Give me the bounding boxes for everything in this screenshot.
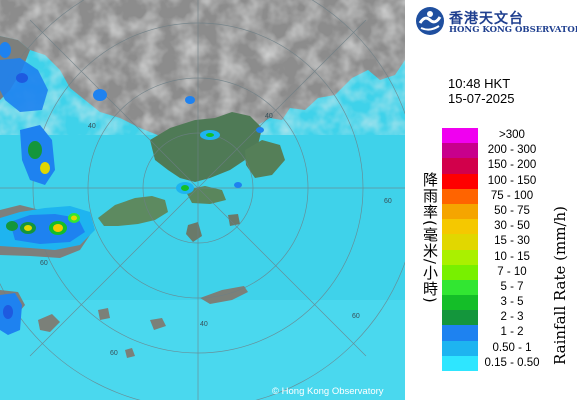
legend-label: 200 - 300	[487, 144, 537, 157]
legend-label: 15 - 30	[494, 235, 530, 248]
wanshan-island-2	[150, 318, 166, 330]
legend-title-english: Rainfall Rate (mm/h)	[551, 206, 569, 365]
legend-label: 30 - 50	[494, 220, 530, 233]
cloud-cover	[0, 0, 405, 135]
legend-swatch	[442, 340, 478, 356]
legend-swatch	[442, 234, 478, 250]
ring-label: 60	[384, 198, 392, 205]
legend-label: 0.50 - 1	[492, 341, 532, 354]
time-value: 10:48 HKT	[448, 76, 511, 91]
sai-kung	[245, 140, 285, 178]
legend-swatch	[442, 158, 478, 174]
rain-cell	[6, 221, 18, 231]
legend-label: 3 - 5	[500, 296, 524, 309]
ring-label: 60	[110, 350, 118, 357]
rain-cell-core	[24, 225, 32, 231]
legend-swatch	[442, 143, 478, 159]
ring-label-group: 40 40 60 60 60 60 40	[40, 113, 392, 357]
legend-swatch	[442, 173, 478, 189]
timestamp: 10:48 HKT 15-07-2025	[448, 76, 515, 106]
legend-label: 10 - 15	[494, 250, 530, 263]
legend-label: 50 - 75	[494, 204, 530, 217]
radar-range-rings	[0, 0, 405, 400]
legend-label: 1 - 2	[500, 326, 524, 339]
legend-label: 150 - 200	[487, 159, 537, 172]
rain-echo-west-band-core	[10, 214, 85, 244]
legend-label: 75 - 100	[490, 189, 534, 202]
legend-label: >300	[499, 129, 525, 141]
ring-label: 40	[200, 321, 208, 328]
legend-label: 0.15 - 0.50	[484, 356, 540, 369]
rain-echoes	[0, 42, 264, 335]
rain-cell-core	[40, 162, 50, 174]
legend-title-english-svg: Rainfall Rate (mm/h)	[551, 206, 569, 365]
legend-swatch	[442, 355, 478, 371]
hko-emblem-icon	[416, 7, 444, 35]
logo-english-name: HONG KONG OBSERVATORY	[449, 25, 577, 35]
rain-cell	[28, 141, 42, 159]
legend-swatch	[442, 203, 478, 220]
radar-map-svg: 40 40 60 60 60 60 40	[0, 0, 405, 400]
legend-label: 7 - 10	[497, 265, 527, 278]
legend-label: 100 - 150	[487, 174, 537, 187]
rain-echo-top-left	[0, 42, 11, 58]
legend-swatch	[442, 310, 478, 326]
rain-echo-north-small	[93, 89, 107, 101]
rain-echo-east-small	[256, 127, 264, 133]
legend-swatch	[442, 188, 478, 204]
hko-logo[interactable]: 香港天文台 HONG KONG OBSERVATORY	[415, 6, 577, 38]
wanshan-island-5	[125, 348, 135, 358]
ring-label: 40	[88, 123, 96, 130]
legend-swatch	[442, 249, 478, 265]
rain-echo-north-small	[185, 96, 195, 104]
logo-chinese-name: 香港天文台	[449, 11, 524, 27]
rain-cell-core	[181, 185, 189, 191]
copyright: © Hong Kong Observatory	[272, 386, 384, 397]
wanshan-island-4	[98, 308, 110, 320]
legend-swatch	[442, 264, 478, 280]
rain-cell-core	[71, 215, 77, 221]
ring-label: 60	[40, 260, 48, 267]
rain-cell	[16, 73, 28, 83]
rain-cell-core	[206, 133, 214, 137]
legend-label: 5 - 7	[500, 280, 524, 293]
lantau-island	[98, 196, 168, 226]
legend-label: 2 - 3	[500, 311, 524, 324]
legend-title-chinese: 降雨率(毫米/小時)	[421, 172, 439, 304]
date-value: 15-07-2025	[448, 91, 515, 106]
rain-cell	[3, 305, 13, 319]
radar-map: 40 40 60 60 60 60 40	[0, 0, 405, 400]
legend-swatch	[442, 325, 478, 341]
ring-label: 40	[265, 113, 273, 120]
rain-echo-north	[0, 58, 48, 112]
sea-south	[0, 300, 405, 400]
info-panel: 香港天文台 HONG KONG OBSERVATORY 10:48 HKT 15…	[405, 0, 577, 400]
legend-swatch	[442, 295, 478, 311]
legend-swatch	[442, 128, 478, 144]
wanshan-island-3	[38, 314, 60, 332]
rain-cell-core	[53, 224, 63, 232]
legend-swatch	[442, 219, 478, 235]
rain-echo-east-small	[234, 182, 242, 188]
po-toi	[228, 214, 240, 226]
legend-swatch	[442, 279, 478, 296]
ring-label: 60	[352, 313, 360, 320]
new-territories	[150, 112, 262, 182]
